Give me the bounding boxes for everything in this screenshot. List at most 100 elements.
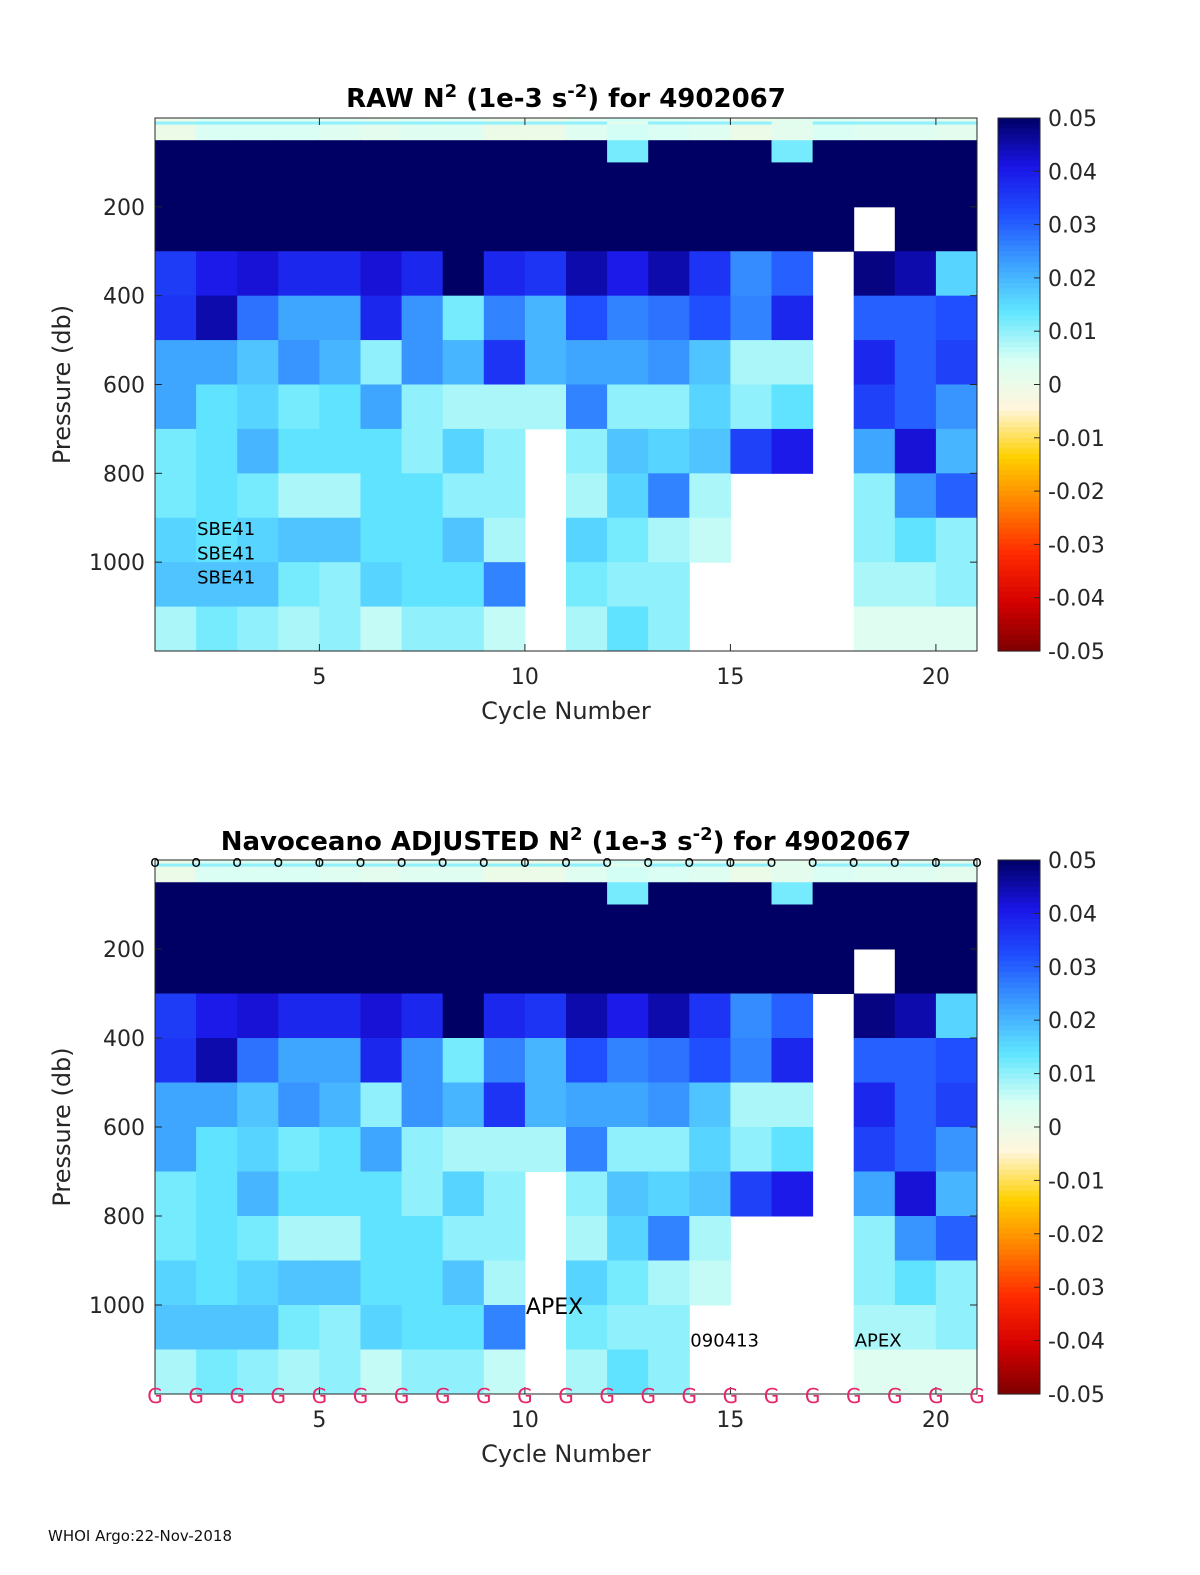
y-tick-label: 800 [103, 462, 145, 487]
heatmap-cell [935, 428, 978, 474]
heatmap-cell [648, 206, 690, 252]
heatmap-cell [360, 384, 403, 430]
heatmap-cell [894, 606, 937, 652]
heatmap-cell [894, 993, 937, 1039]
colorbar-segment [998, 1281, 1040, 1288]
heatmap-cell [894, 384, 937, 430]
heatmap-cell [360, 162, 403, 208]
heatmap-cell [237, 1082, 279, 1128]
heatmap-cell [319, 993, 361, 1039]
x-tick-label: 20 [922, 665, 950, 690]
colorbar-segment [998, 245, 1040, 252]
colorbar-segment [998, 293, 1040, 300]
colorbar-segment [998, 139, 1040, 146]
colorbar-segment [998, 619, 1040, 625]
bottom-marker: G [147, 1384, 163, 1408]
heatmap-cell [730, 118, 772, 141]
heatmap-cell [483, 904, 526, 950]
annotation-label: APEX [855, 1331, 902, 1352]
heatmap-cell [894, 1216, 937, 1261]
heatmap-cell [360, 121, 402, 125]
bottom-marker: G [969, 1384, 985, 1408]
colorbar-segment [998, 304, 1040, 311]
colorbar-tick-label: 0.02 [1048, 267, 1097, 292]
heatmap-cell [730, 1127, 772, 1172]
colorbar-tick-label: -0.03 [1048, 1276, 1105, 1301]
heatmap-cell [360, 206, 403, 252]
heatmap-cell [155, 904, 197, 950]
heatmap-cell [401, 473, 444, 519]
colorbar-segment [998, 961, 1040, 968]
colorbar: 0.05 0.04 0.03 0.02 0.01 0 -0.01 -0.02 -0.03 -0.0… [997, 849, 1105, 1408]
colorbar: 0.05 0.04 0.03 0.02 0.01 0 -0.01 -0.02 -0.03 -0.0… [997, 107, 1105, 665]
heatmap-cell [360, 1349, 403, 1395]
colorbar-segment [998, 560, 1040, 567]
y-tick-label: 600 [103, 1116, 145, 1141]
heatmap-cell [237, 340, 279, 385]
heatmap-cell [196, 340, 238, 385]
bottom-marker: G [558, 1384, 574, 1408]
heatmap-cell [524, 118, 567, 141]
colorbar-segment [998, 160, 1040, 167]
heatmap-cell [360, 606, 403, 652]
colorbar-segment [998, 267, 1040, 274]
heatmap-cell [853, 993, 896, 1039]
heatmap-cell [607, 473, 649, 519]
colorbar-segment [998, 1164, 1040, 1171]
colorbar-segment [998, 1004, 1040, 1011]
colorbar-segment [998, 373, 1040, 380]
heatmap-cell [483, 251, 526, 297]
heatmap-cell [237, 295, 279, 341]
heatmap-cell [894, 162, 937, 208]
heatmap-cell [771, 295, 814, 341]
heatmap-cell [483, 863, 525, 867]
heatmap-cell [894, 121, 936, 125]
heatmap-cell [483, 1260, 526, 1306]
heatmap-cell [853, 904, 896, 950]
heatmap-cell [689, 206, 731, 252]
colorbar-segment [998, 918, 1040, 925]
heatmap-cell [319, 473, 361, 519]
heatmap-cell [278, 162, 320, 208]
heatmap-cell [360, 140, 403, 163]
heatmap-cell [319, 1038, 361, 1083]
heatmap-cell [401, 1127, 444, 1172]
colorbar-segment [998, 229, 1040, 236]
heatmap-cell [894, 118, 937, 141]
colorbar-segment [998, 902, 1040, 909]
heatmap-cell [442, 206, 485, 252]
heatmap-cell [566, 993, 608, 1039]
colorbar-segment [998, 507, 1040, 514]
colorbar-segment [998, 1313, 1040, 1320]
annotation-label: SBE41 [197, 543, 255, 564]
heatmap-cell [771, 206, 814, 252]
colorbar-segment [998, 299, 1040, 306]
heatmap-cell [319, 121, 361, 125]
heatmap-cell [566, 118, 608, 141]
heatmap-cell [607, 562, 649, 608]
colorbar-segment [998, 389, 1040, 396]
heatmap-cell [607, 121, 649, 125]
heatmap-cell [894, 473, 937, 519]
heatmap-cell [483, 428, 526, 474]
heatmap-cell [401, 251, 444, 297]
heatmap-cell [689, 1038, 731, 1083]
bottom-marker: G [640, 1384, 656, 1408]
heatmap-cell [442, 1171, 485, 1217]
heatmap-cell [648, 384, 690, 430]
colorbar-segment [998, 347, 1040, 354]
heatmap-cell [689, 251, 731, 297]
heatmap-cell [648, 1082, 690, 1128]
colorbar-tick-label: 0.04 [1048, 160, 1097, 185]
heatmap-cell [442, 863, 484, 867]
heatmap-cell [566, 1127, 608, 1172]
heatmap-cell [442, 517, 485, 563]
heatmap-cell [771, 140, 814, 163]
heatmap-cell [935, 993, 978, 1039]
heatmap-cell [648, 1171, 690, 1217]
x-axis-label: Cycle Number [481, 1440, 651, 1468]
colorbar-tick-label: 0.02 [1048, 1009, 1097, 1034]
heatmap-cell [319, 882, 361, 905]
heatmap-cell [196, 121, 238, 125]
colorbar-segment [998, 149, 1040, 156]
